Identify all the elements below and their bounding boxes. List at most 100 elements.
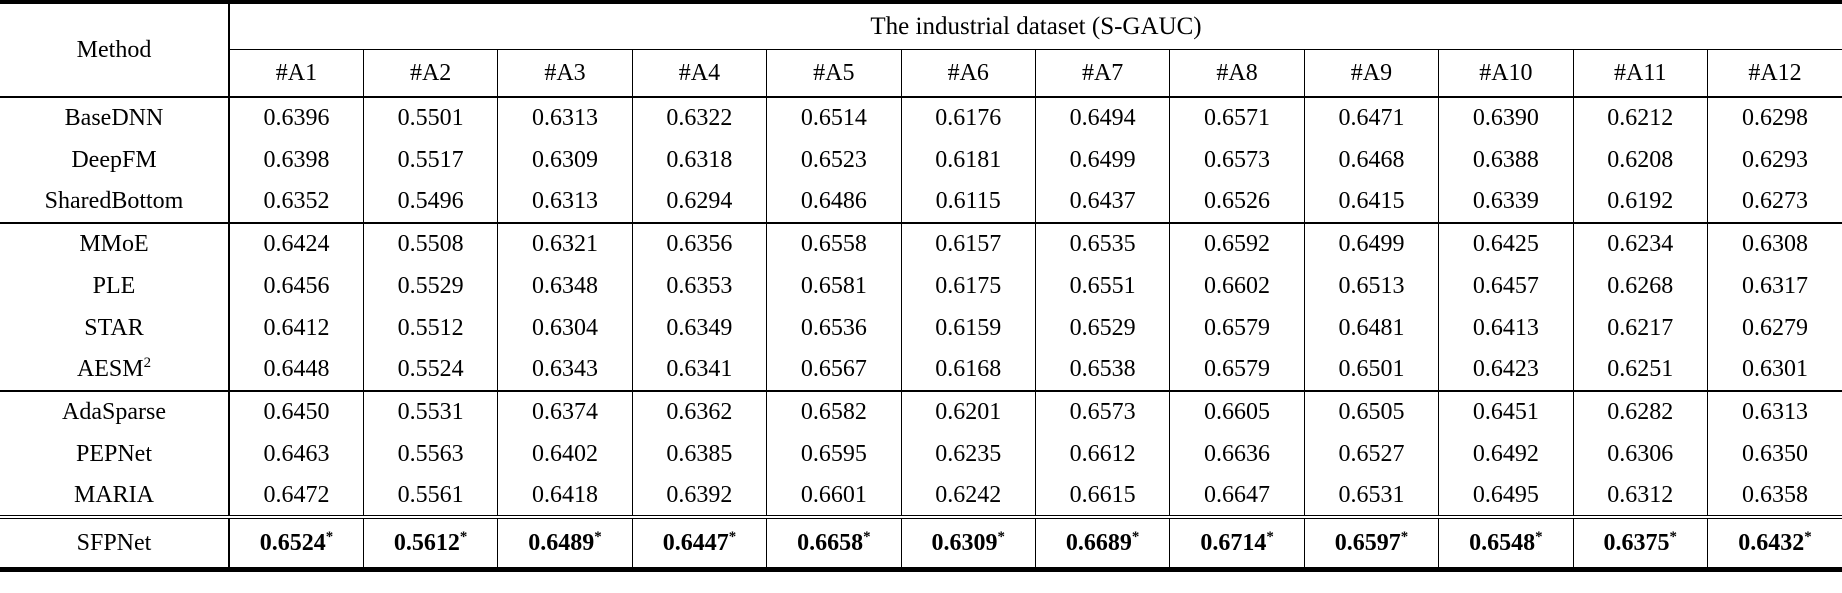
value-cell: 0.6388 — [1438, 139, 1574, 181]
method-cell-sharedbottom: SharedBottom — [44, 188, 184, 215]
value-cell: 0.6308 — [1706, 223, 1842, 265]
value-cell: 0.6636 — [1169, 433, 1305, 475]
method-cell-sfpnet: SFPNet — [76, 529, 152, 556]
value-cell: 0.6425 — [1438, 223, 1574, 265]
value-cell: 0.6423 — [1438, 349, 1574, 391]
column-header-a6: #A6 — [900, 49, 1036, 98]
value-cell: 0.6513 — [1303, 265, 1439, 307]
significance-asterisk: * — [1669, 528, 1677, 545]
value-cell: 0.6612 — [1034, 433, 1170, 475]
significance-asterisk: * — [1266, 528, 1274, 545]
column-header-a7: #A7 — [1034, 49, 1170, 98]
value-cell: 0.6463 — [227, 433, 364, 475]
method-cell-deepfm: DeepFM — [71, 146, 157, 173]
value-cell: 0.6385 — [631, 433, 767, 475]
value-cell: 0.6597* — [1303, 517, 1439, 569]
value-cell: 0.6234 — [1572, 223, 1708, 265]
significance-asterisk: * — [997, 528, 1005, 545]
method-superscript: 2 — [143, 355, 152, 372]
column-header-a8: #A8 — [1169, 49, 1305, 98]
value-cell: 0.6579 — [1169, 307, 1305, 349]
value-cell: 0.6492 — [1438, 433, 1574, 475]
table-row-sharedbottom: SharedBottom 0.6352 0.5496 0.6313 0.6294 0.64… — [0, 181, 1842, 223]
value-cell: 0.6581 — [766, 265, 902, 307]
method-cell-adasparse: AdaSparse — [62, 399, 166, 426]
dataset-title: The industrial dataset (S-GAUC) — [228, 2, 1842, 50]
value-cell: 0.6115 — [900, 181, 1036, 223]
table-row-mmoe: MMoE 0.6424 0.5508 0.6321 0.6356 0.6558 0.6157… — [0, 223, 1842, 265]
table-row-pepnet: PEPNet 0.6463 0.5563 0.6402 0.6385 0.6595 0.62… — [0, 433, 1842, 475]
value-cell: 0.5524 — [362, 349, 498, 391]
column-header-a12: #A12 — [1706, 49, 1842, 98]
value-cell: 0.6432* — [1706, 517, 1842, 569]
table-row-star: STAR 0.6412 0.5512 0.6304 0.6349 0.6536 0.6159… — [0, 307, 1842, 349]
value-cell: 0.6592 — [1169, 223, 1305, 265]
value-cell: 0.6582 — [766, 391, 902, 433]
value-cell: 0.6531 — [1303, 475, 1439, 517]
value-cell: 0.6605 — [1169, 391, 1305, 433]
value-cell: 0.6362 — [631, 391, 767, 433]
table-row-aesm: AESM2 0.6448 0.5524 0.6343 0.6341 0.6567 0.616… — [0, 349, 1842, 391]
value-cell: 0.6313 — [497, 181, 633, 223]
value-cell: 0.6526 — [1169, 181, 1305, 223]
value-cell: 0.6456 — [227, 265, 364, 307]
value-cell: 0.5612* — [362, 517, 498, 569]
value-cell: 0.6595 — [766, 433, 902, 475]
value-cell: 0.5561 — [362, 475, 498, 517]
significance-asterisk: * — [325, 528, 334, 545]
value-cell: 0.6217 — [1572, 307, 1708, 349]
method-cell-ple: PLE — [92, 272, 136, 299]
value-cell: 0.6501 — [1303, 349, 1439, 391]
results-table: Method The industrial dataset (S-GAUC) #… — [0, 0, 1842, 572]
value-cell: 0.6579 — [1169, 349, 1305, 391]
value-cell: 0.6402 — [497, 433, 633, 475]
value-cell: 0.6418 — [497, 475, 633, 517]
value-cell: 0.5517 — [362, 139, 498, 181]
value-cell: 0.6343 — [497, 349, 633, 391]
value-cell: 0.6176 — [900, 97, 1036, 139]
value-cell: 0.6268 — [1572, 265, 1708, 307]
value-cell: 0.5563 — [362, 433, 498, 475]
value-cell: 0.6495 — [1438, 475, 1574, 517]
value-cell: 0.6309* — [900, 517, 1036, 569]
value-cell: 0.6499 — [1034, 139, 1170, 181]
value-cell: 0.6312 — [1572, 475, 1708, 517]
significance-asterisk: * — [1804, 528, 1812, 545]
value-cell: 0.6472 — [227, 475, 364, 517]
value-cell: 0.6317 — [1706, 265, 1842, 307]
value-cell: 0.6301 — [1706, 349, 1842, 391]
value-cell: 0.6374 — [497, 391, 633, 433]
value-cell: 0.6689* — [1034, 517, 1170, 569]
table-row-sfpnet: SFPNet 0.6524* 0.5612* 0.6489* 0.6447* 0.6658… — [0, 517, 1842, 569]
table-row-ple: PLE 0.6456 0.5529 0.6348 0.6353 0.6581 0.6175 0… — [0, 265, 1842, 307]
value-cell: 0.6350 — [1706, 433, 1842, 475]
value-cell: 0.6192 — [1572, 181, 1708, 223]
value-cell: 0.6181 — [900, 139, 1036, 181]
value-cell: 0.6457 — [1438, 265, 1574, 307]
significance-asterisk: * — [1131, 528, 1140, 545]
value-cell: 0.6348 — [497, 265, 633, 307]
value-cell: 0.6339 — [1438, 181, 1574, 223]
value-cell: 0.6451 — [1438, 391, 1574, 433]
value-cell: 0.6413 — [1438, 307, 1574, 349]
value-cell: 0.6615 — [1034, 475, 1170, 517]
value-cell: 0.6571 — [1169, 97, 1305, 139]
value-cell: 0.6392 — [631, 475, 767, 517]
value-cell: 0.6505 — [1303, 391, 1439, 433]
value-cell: 0.6273 — [1706, 181, 1842, 223]
column-header-a10: #A10 — [1438, 49, 1574, 98]
value-cell: 0.6447* — [631, 517, 767, 569]
method-cell-star: STAR — [84, 314, 144, 341]
value-cell: 0.6313 — [497, 97, 633, 139]
value-cell: 0.6523 — [766, 139, 902, 181]
column-header-a2: #A2 — [362, 49, 498, 98]
value-cell: 0.6168 — [900, 349, 1036, 391]
value-cell: 0.6321 — [497, 223, 633, 265]
value-cell: 0.6489* — [497, 517, 633, 569]
value-cell: 0.6352 — [227, 181, 364, 223]
value-cell: 0.6318 — [631, 139, 767, 181]
value-cell: 0.6235 — [900, 433, 1036, 475]
value-cell: 0.6375* — [1572, 517, 1708, 569]
value-cell: 0.5512 — [362, 307, 498, 349]
table-row-basednn: BaseDNN 0.6396 0.5501 0.6313 0.6322 0.6514 0.6… — [0, 97, 1842, 139]
